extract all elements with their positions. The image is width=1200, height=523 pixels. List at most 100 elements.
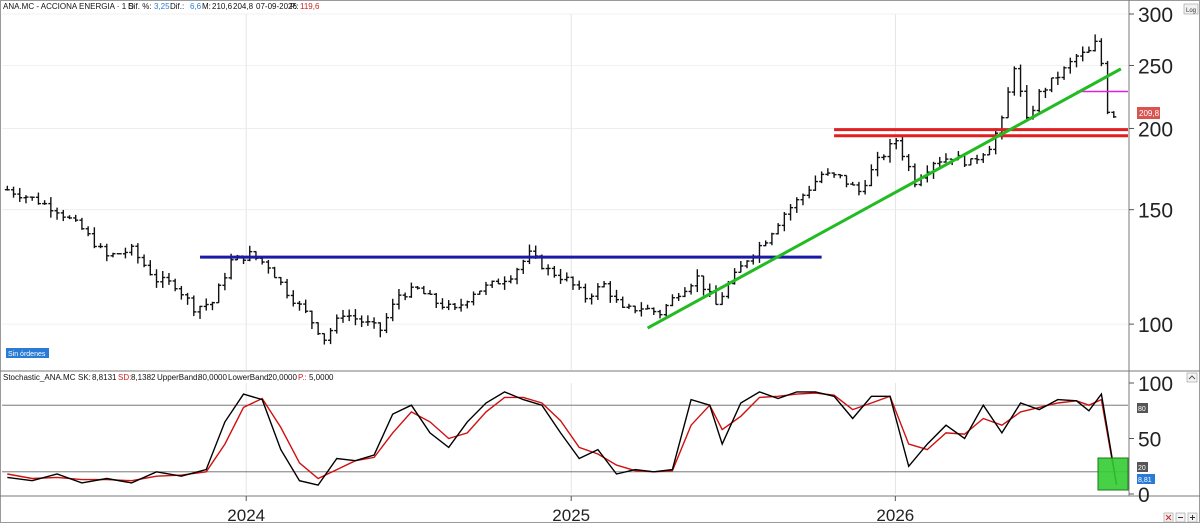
max-label: M: xyxy=(202,2,211,11)
ohlc-bar xyxy=(1067,57,1073,74)
ohlc-bar xyxy=(296,300,302,311)
stoch-tick-label: 0 xyxy=(1138,484,1150,507)
ohlc-bar xyxy=(570,276,576,290)
ohlc-bar xyxy=(415,285,421,290)
ohlc-bar xyxy=(1092,34,1098,52)
ohlc-bar xyxy=(11,186,17,198)
stochastic-lines xyxy=(2,391,1128,486)
ohlc-bar xyxy=(216,283,222,304)
ohlc-bar xyxy=(396,288,402,310)
ohlc-bar xyxy=(875,151,881,177)
ohlc-bar xyxy=(384,313,390,334)
dif-pct-value: 3,25 xyxy=(154,2,170,11)
ohlc-bar xyxy=(551,265,557,278)
ohlc-bar xyxy=(141,254,147,268)
ohlc-bar xyxy=(247,245,253,262)
time-tick-label: 2025 xyxy=(552,506,590,523)
ohlc-bar xyxy=(452,303,458,311)
ohlc-bar xyxy=(632,305,638,314)
price-axis: 100 150 200 250 300 xyxy=(1129,4,1173,337)
ohlc-bar xyxy=(837,173,843,179)
upper-value: 80,0000 xyxy=(198,373,227,382)
ohlc-bar xyxy=(185,292,191,305)
ohlc-bar xyxy=(850,181,856,186)
ohlc-bar xyxy=(657,309,663,319)
ohlc-bar xyxy=(719,292,725,306)
ohlc-bar xyxy=(825,168,831,176)
scroll-left-icon[interactable] xyxy=(1163,512,1174,523)
ohlc-bar xyxy=(91,227,97,249)
ohlc-bar xyxy=(819,171,825,184)
ohlc-bar xyxy=(899,135,905,161)
stoch-badge-lower-label: 20 xyxy=(1138,465,1146,472)
zoom-out-icon[interactable] xyxy=(1175,512,1186,523)
ohlc-bar xyxy=(265,259,271,274)
log-button[interactable]: Log xyxy=(1183,3,1199,15)
price-tick-label: 150 xyxy=(1138,200,1173,223)
ohlc-bar xyxy=(868,164,874,187)
stoch-tick-label: 50 xyxy=(1138,429,1161,452)
dif-pct-label: Dif. %: xyxy=(128,2,152,11)
date-label: 07-09-2026 xyxy=(256,2,297,11)
ohlc-bar xyxy=(377,322,383,338)
ohlc-bar xyxy=(968,158,974,166)
ohlc-bar xyxy=(1098,38,1104,67)
ohlc-bar xyxy=(545,264,551,276)
ohlc-bar xyxy=(645,304,651,310)
ohlc-bar xyxy=(775,223,781,235)
price-panel-header: ANA.MC - ACCIONA ENERGIA · 1 S Dif. %: 3… xyxy=(3,2,320,11)
sk-value: 8,8131 xyxy=(92,373,117,382)
ohlc-bar xyxy=(669,294,675,307)
ohlc-bar xyxy=(334,314,340,334)
ohlc-bar xyxy=(371,317,377,329)
ohlc-bar xyxy=(881,154,887,161)
price-tick-label: 100 xyxy=(1138,314,1173,337)
stochastic-axis: 0 50 100 xyxy=(1129,373,1173,507)
stoch-p-label: P.: xyxy=(298,373,307,382)
ohlc-bar xyxy=(769,232,775,246)
ohlc-bar xyxy=(943,153,949,163)
ohlc-bar xyxy=(800,193,806,206)
ohlc-bar xyxy=(122,247,128,259)
max-value: 210,6 xyxy=(212,2,233,11)
ohlc-bar xyxy=(893,138,899,150)
ohlc-bar xyxy=(79,217,85,230)
ohlc-bar xyxy=(794,197,800,213)
stoch-badge-current: 8,81 xyxy=(1137,474,1155,484)
ohlc-bar xyxy=(1024,85,1030,120)
ohlc-bar xyxy=(29,196,35,201)
lower-label: LowerBand: xyxy=(228,373,271,382)
ohlc-bar xyxy=(1086,46,1092,53)
zoom-in-icon[interactable] xyxy=(1187,512,1198,523)
ohlc-bar xyxy=(483,281,489,296)
ohlc-bar xyxy=(48,197,54,218)
ohlc-bar xyxy=(502,276,508,290)
ohlc-bar xyxy=(346,309,352,322)
panel-close-icon[interactable] xyxy=(1186,372,1198,383)
ohlc-bar xyxy=(340,310,346,323)
ohlc-bar xyxy=(906,154,912,172)
ohlc-bar xyxy=(147,260,153,276)
ohlc-bar xyxy=(203,298,209,311)
ohlc-bar xyxy=(408,282,414,298)
ohlc-bar xyxy=(781,212,787,232)
dif-value: 6,6 xyxy=(190,2,202,11)
ohlc-bar xyxy=(1105,60,1111,115)
ohlc-bar xyxy=(812,175,818,191)
ohlc-bar xyxy=(589,293,595,305)
ohlc-bar xyxy=(844,174,849,188)
stoch-tick-label: 100 xyxy=(1138,373,1173,396)
ohlc-bar xyxy=(489,280,495,288)
log-button-label: Log xyxy=(1186,8,1196,14)
ohlc-bar xyxy=(993,128,999,155)
orders-badge[interactable]: Sin órdenes xyxy=(6,348,49,358)
ohlc-bar xyxy=(986,145,992,156)
stoch-series-line xyxy=(7,392,1118,486)
ohlc-bar xyxy=(887,138,893,163)
ohlc-bar xyxy=(788,204,794,221)
ohlc-bar xyxy=(520,259,526,274)
ohlc-bar xyxy=(98,243,104,249)
ohlc-bar xyxy=(166,273,172,285)
